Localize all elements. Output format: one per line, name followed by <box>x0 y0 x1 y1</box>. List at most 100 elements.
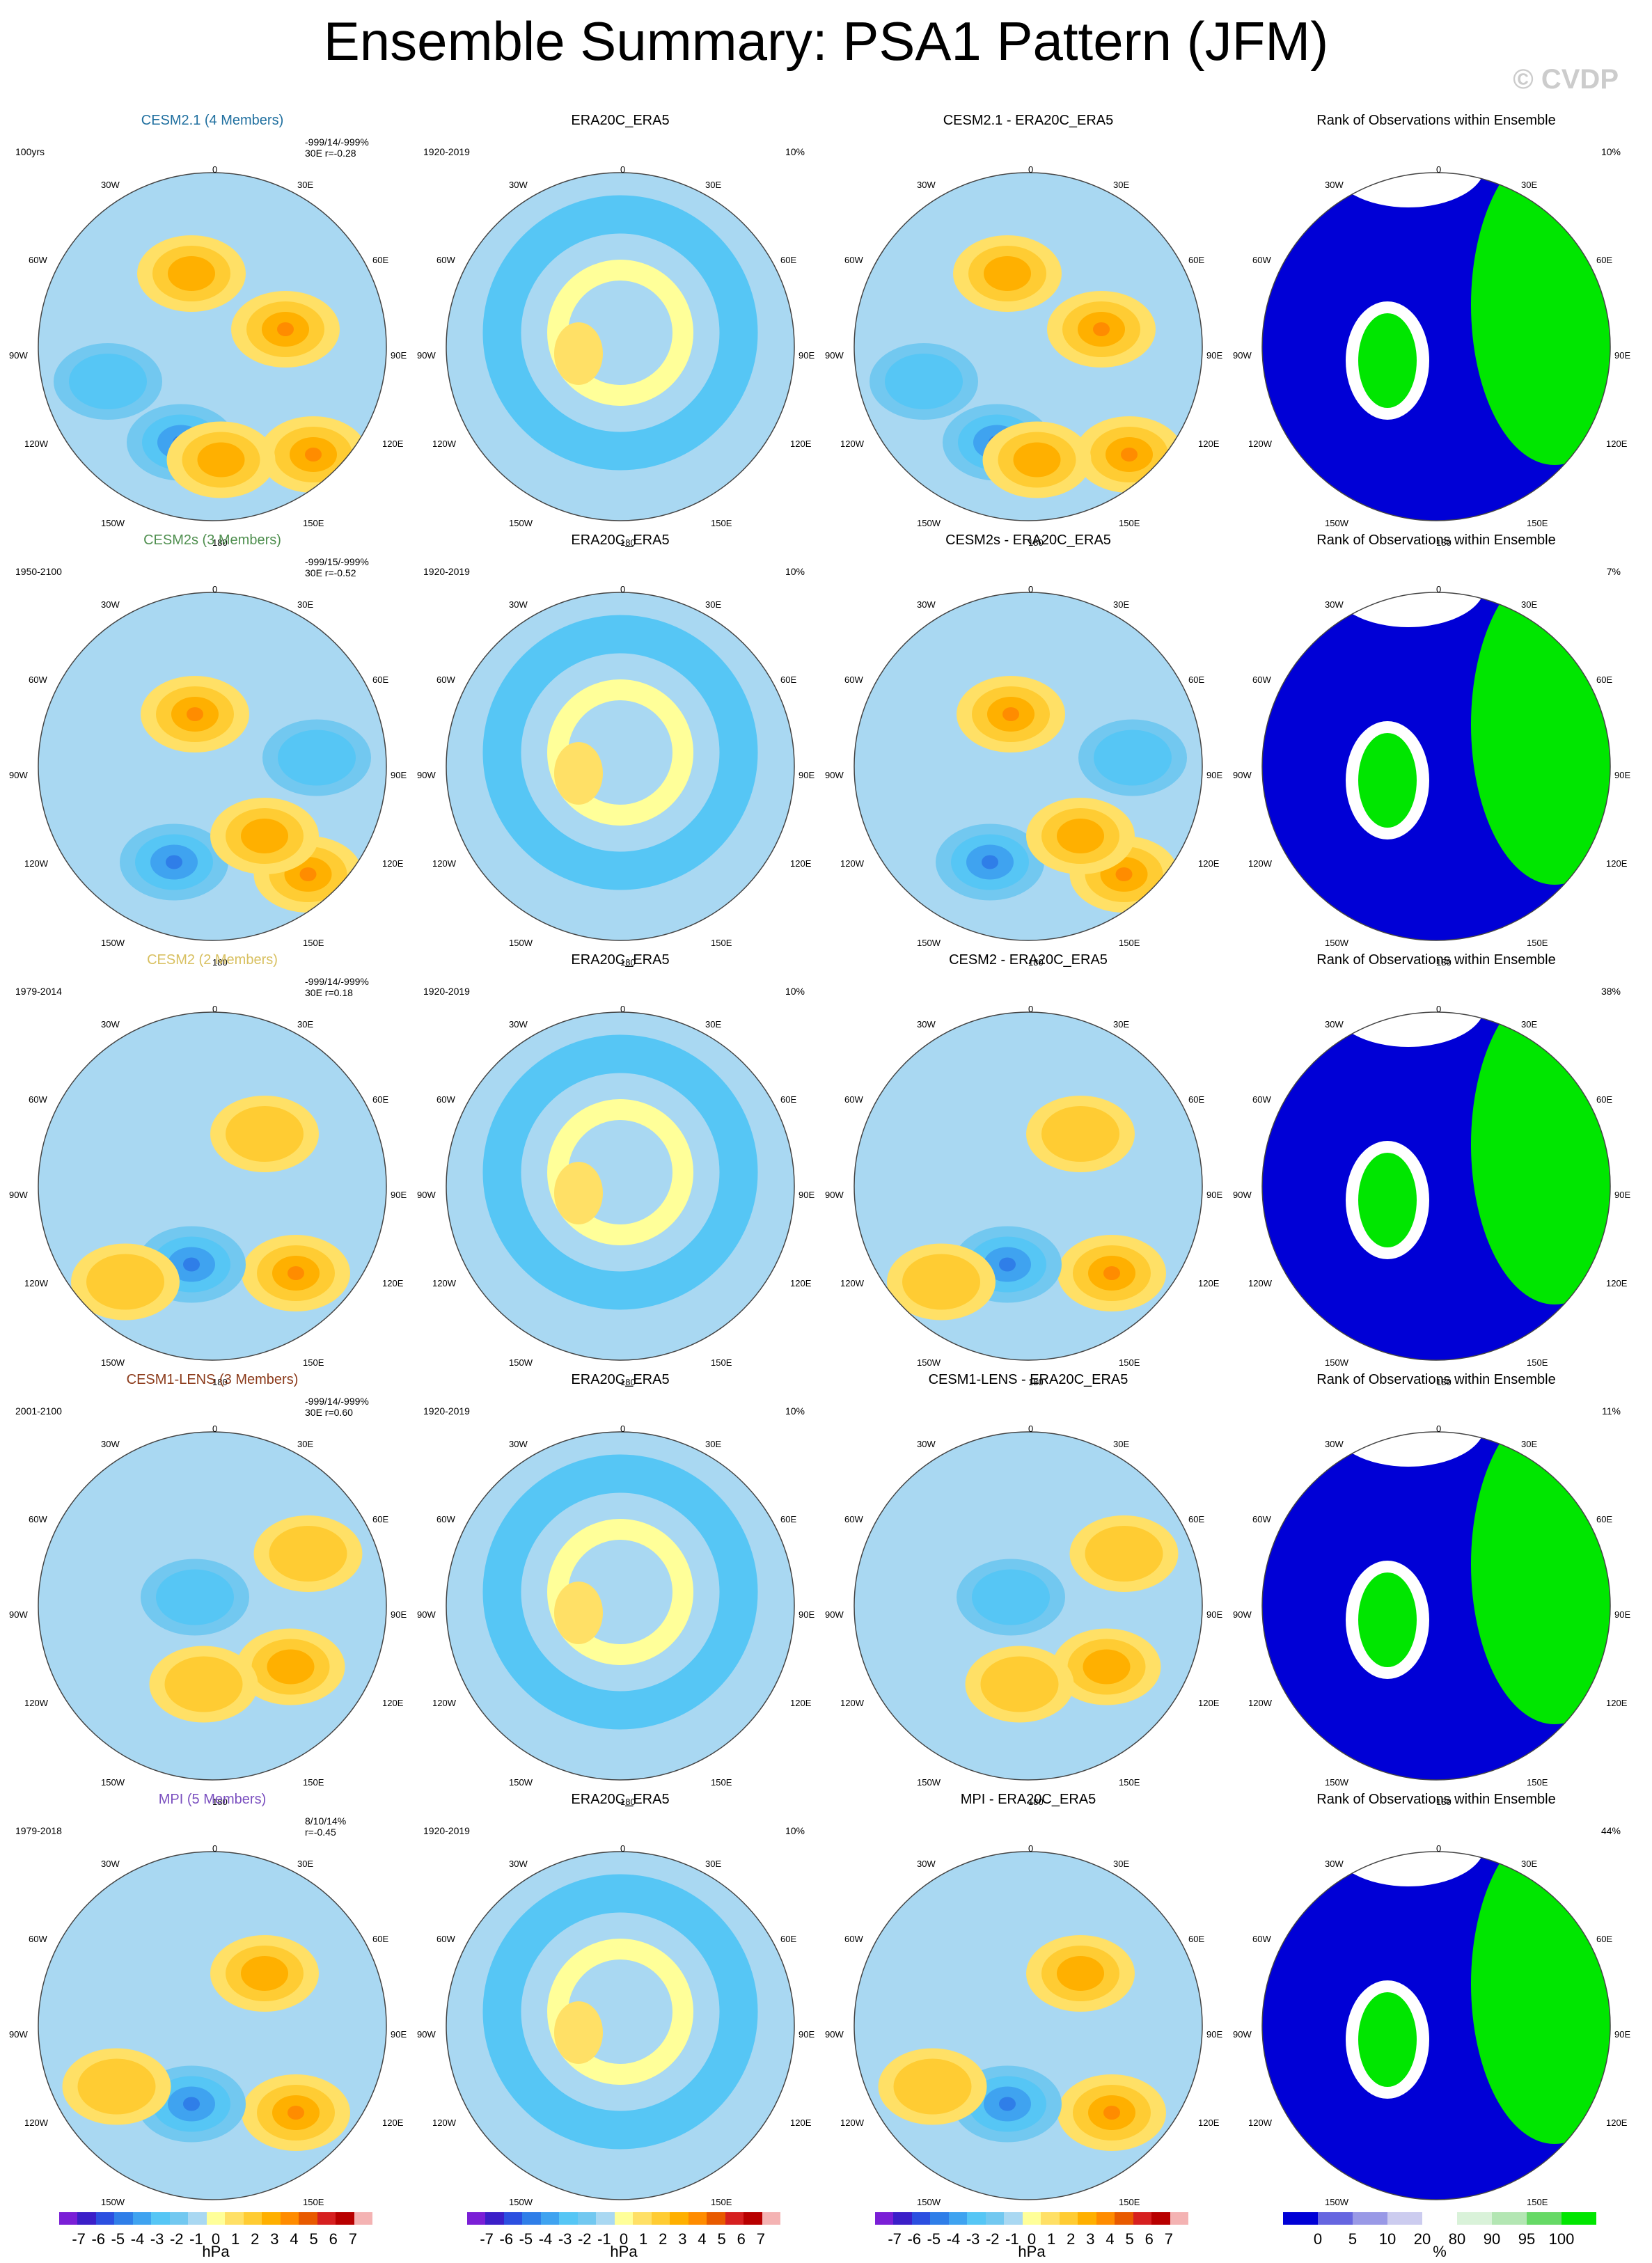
stats-label: -999/14/-999% 30E r=0.60 <box>305 1396 369 1418</box>
colorbar-swatch <box>893 2212 912 2225</box>
colorbar-swatch <box>169 2212 189 2225</box>
coord-label: 30E <box>297 1859 314 1869</box>
stats-line: 8/10/14% <box>305 1815 347 1827</box>
colorbar-swatch <box>1387 2212 1422 2225</box>
panel-title: CESM1-LENS (3 Members) <box>126 1372 299 1387</box>
coord-label: 30E <box>297 599 314 610</box>
coord-label: 120W <box>432 858 456 869</box>
colorbar-tick: -2 <box>577 2230 592 2248</box>
colorbar-tick: 5 <box>1125 2230 1134 2248</box>
colorbar-tick: 90 <box>1483 2230 1501 2248</box>
coord-label: 0 <box>1028 1424 1034 1434</box>
anomaly-contour <box>999 1257 1016 1272</box>
coord-label: 120E <box>1198 1278 1220 1288</box>
coord-label: 90W <box>9 1190 28 1200</box>
coord-label: 60W <box>29 1094 47 1105</box>
coord-label: 120W <box>432 1278 456 1288</box>
anomaly-contour <box>1041 1106 1119 1162</box>
rank-map <box>1261 1851 1611 2200</box>
stats-line: 30E r=0.18 <box>305 987 353 998</box>
rank-high-region <box>1471 1012 1610 1304</box>
coord-label: 150W <box>509 2197 533 2207</box>
coord-label: 120E <box>382 1698 404 1708</box>
coord-label: 120E <box>1198 858 1220 869</box>
coord-label: 120W <box>840 439 864 449</box>
coord-label: 60W <box>29 675 47 685</box>
stats-line: -999/14/-999% <box>305 136 369 148</box>
colorbar-tick: 4 <box>698 2230 707 2248</box>
coord-label: 60W <box>844 1934 863 1944</box>
colorbar: -7 -6 -5 -4 -3 -2 -1 0 1 2 3 4 5 6 7 hPa <box>467 2212 780 2261</box>
stats-label: -999/15/-999% 30E r=-0.52 <box>305 556 369 578</box>
anomaly-contour <box>197 442 245 478</box>
stats-line: 30E r=0.60 <box>305 1407 353 1418</box>
coord-label: 150E <box>303 518 324 528</box>
coord-label: 30W <box>101 1439 120 1449</box>
coord-label: 90E <box>1614 1609 1631 1620</box>
colorbar-swatch <box>762 2212 780 2225</box>
colorbar-swatch <box>485 2212 504 2225</box>
colorbar-swatch <box>1457 2212 1492 2225</box>
colorbar-swatch <box>596 2212 615 2225</box>
coord-label: 90E <box>799 2029 815 2040</box>
colorbar-swatch <box>1096 2212 1115 2225</box>
period-label: 1979-2018 <box>15 1825 62 1836</box>
coord-label: 120W <box>24 2118 48 2128</box>
coord-label: 0 <box>212 1424 218 1434</box>
coord-label: 90E <box>391 1190 407 1200</box>
coord-label: 150W <box>101 938 125 948</box>
colorbar-swatch <box>1283 2212 1318 2225</box>
colorbar-swatch <box>503 2212 523 2225</box>
panel-title: Rank of Observations within Ensemble <box>1316 1372 1556 1387</box>
diff-map <box>853 172 1203 521</box>
colorbar-swatch <box>1041 2212 1060 2225</box>
colorbar-tick: -5 <box>519 2230 533 2248</box>
colorbar-tick: -1 <box>189 2230 203 2248</box>
anomaly-contour <box>1121 448 1138 462</box>
coord-label: 180 <box>1028 537 1044 548</box>
obs-map <box>446 1851 795 2200</box>
colorbar-swatch <box>77 2212 96 2225</box>
coord-label: 90W <box>9 770 28 780</box>
anomaly-contour <box>1057 1956 1104 1991</box>
coord-label: 150E <box>303 1357 324 1368</box>
coord-label: 150E <box>1119 518 1140 528</box>
panel-title: CESM2.1 - ERA20C_ERA5 <box>943 113 1114 128</box>
coord-label: 0 <box>620 1843 626 1854</box>
coord-label: 150W <box>917 1357 941 1368</box>
coord-label: 90W <box>417 350 436 361</box>
coord-label: 90W <box>417 1190 436 1200</box>
coord-label: 0 <box>212 584 218 594</box>
colorbar-tick: 0 <box>619 2230 629 2248</box>
anomaly-contour <box>166 855 182 869</box>
colorbar-tick: 2 <box>659 2230 668 2248</box>
coord-label: 0 <box>1028 1843 1034 1854</box>
rank-high-region <box>1471 592 1610 885</box>
panel-title: Rank of Observations within Ensemble <box>1316 952 1556 968</box>
coord-label: 0 <box>1028 584 1034 594</box>
coord-label: 120E <box>382 1278 404 1288</box>
colorbar-swatch <box>354 2212 372 2225</box>
rank-map <box>1261 1431 1611 1781</box>
coord-label: 0 <box>620 1424 626 1434</box>
coord-label: 120W <box>24 1278 48 1288</box>
coord-label: 90W <box>825 1190 844 1200</box>
pct-label: 38% <box>1600 986 1621 997</box>
coord-label: 30W <box>101 1019 120 1030</box>
diff-map <box>853 1011 1203 1361</box>
anomaly-contour <box>972 1569 1050 1625</box>
coord-label: 150E <box>711 2197 732 2207</box>
coord-label: 150W <box>101 1357 125 1368</box>
colorbar-swatch <box>336 2212 354 2225</box>
coord-label: 30W <box>917 1859 936 1869</box>
coord-label: 60W <box>29 255 47 265</box>
model-panel: CESM1-LENS (3 Members) 2001-2100 -999/14/-… <box>7 1372 418 1807</box>
colorbar-unit: hPa <box>610 2243 638 2260</box>
coord-label: 90E <box>1206 2029 1223 2040</box>
coord-label: 120E <box>1198 1698 1220 1708</box>
colorbar-swatch <box>188 2212 207 2225</box>
pct-label: 10% <box>785 986 805 997</box>
obs-panel: ERA20C_ERA5 1920-2019 10% 0 180 90W 90E 60W 60E 3… <box>415 113 826 548</box>
colorbar-tick: -3 <box>558 2230 572 2248</box>
coord-label: 150E <box>1119 1777 1140 1788</box>
